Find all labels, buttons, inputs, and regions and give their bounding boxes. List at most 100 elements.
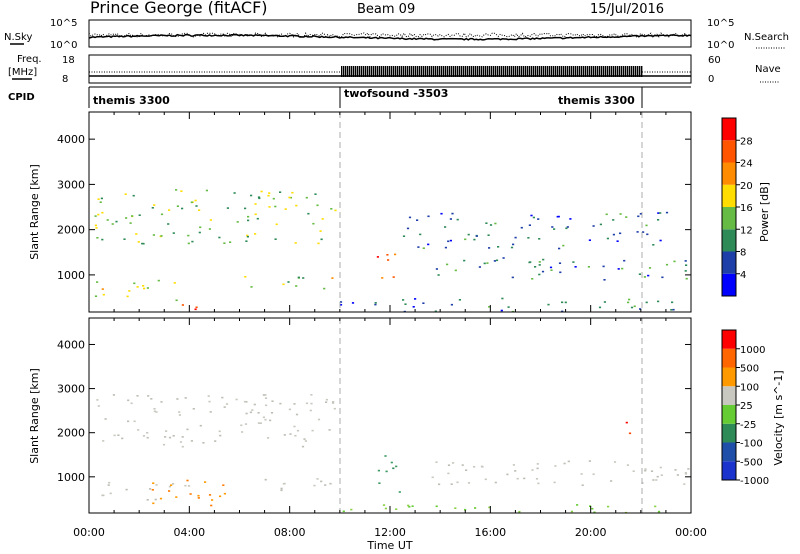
heatmap-cell bbox=[390, 461, 393, 464]
heatmap-cell bbox=[638, 273, 641, 275]
heatmap-cell bbox=[209, 219, 212, 221]
heatmap-cell bbox=[588, 239, 591, 241]
heatmap-cell bbox=[523, 477, 526, 480]
heatmap-cell bbox=[319, 230, 322, 232]
nave-bar bbox=[587, 66, 589, 77]
heatmap-cell bbox=[384, 455, 387, 457]
heatmap-cell bbox=[339, 301, 343, 303]
heatmap-cell bbox=[152, 482, 155, 484]
nave-bar bbox=[377, 66, 379, 77]
heatmap-cell bbox=[280, 487, 283, 490]
heatmap-cell bbox=[136, 286, 139, 288]
heatmap-cell bbox=[142, 435, 146, 437]
heatmap-cell bbox=[274, 238, 277, 240]
heatmap-cell bbox=[628, 432, 632, 435]
nave-bar bbox=[447, 66, 449, 77]
nave-bar bbox=[419, 66, 421, 77]
nave-bar bbox=[595, 66, 597, 77]
heatmap-cell bbox=[512, 243, 515, 246]
nave-bar bbox=[343, 66, 345, 77]
nave-bar bbox=[405, 66, 407, 77]
heatmap-cell bbox=[599, 223, 602, 226]
heatmap-cell bbox=[657, 300, 660, 303]
heatmap-cell bbox=[113, 434, 116, 437]
heatmap-cell bbox=[553, 228, 556, 230]
colorbar-tick-label: 500 bbox=[740, 364, 759, 375]
heatmap-cell bbox=[146, 436, 149, 439]
heatmap-cell bbox=[279, 402, 282, 405]
colorbar-swatch bbox=[722, 207, 736, 230]
colorbar-swatch bbox=[722, 330, 736, 349]
heatmap-cell bbox=[291, 191, 294, 194]
heatmap-cell bbox=[218, 236, 221, 239]
heatmap-cell bbox=[549, 266, 553, 269]
heatmap-cell bbox=[385, 470, 388, 473]
heatmap-cell bbox=[402, 235, 406, 237]
heatmap-cell bbox=[303, 438, 306, 440]
heatmap-cell bbox=[684, 270, 687, 272]
heatmap-cell bbox=[272, 197, 275, 200]
heatmap-cell bbox=[198, 231, 201, 234]
heatmap-cell bbox=[556, 215, 559, 218]
heatmap-cell bbox=[603, 301, 606, 303]
heatmap-cell bbox=[619, 213, 622, 215]
y-tick-label: 2000 bbox=[57, 224, 85, 237]
heatmap-cell bbox=[176, 205, 179, 207]
nave-bar bbox=[383, 66, 385, 77]
heatmap-cell bbox=[147, 395, 150, 397]
heatmap-cell bbox=[168, 209, 171, 211]
heatmap-cell bbox=[461, 464, 464, 466]
heatmap-cell bbox=[536, 463, 539, 465]
heatmap-cell bbox=[475, 235, 478, 237]
nave-bar bbox=[525, 66, 527, 77]
heatmap-cell bbox=[165, 430, 168, 432]
heatmap-cell bbox=[563, 462, 566, 465]
nave-bar bbox=[565, 66, 567, 77]
heatmap-cell bbox=[324, 484, 327, 486]
nave-bar bbox=[433, 66, 435, 77]
nave-bar bbox=[561, 66, 563, 77]
nave-bar bbox=[559, 66, 561, 77]
nave-bar bbox=[437, 66, 439, 77]
nave-bar bbox=[579, 66, 581, 77]
heatmap-cell bbox=[320, 238, 323, 241]
heatmap-cell bbox=[225, 403, 229, 405]
nave-bar bbox=[605, 66, 607, 77]
heatmap-cell bbox=[250, 194, 253, 197]
nave-bar bbox=[453, 66, 455, 77]
heatmap-cell bbox=[269, 419, 272, 422]
nave-bar bbox=[417, 66, 419, 77]
nave-bar bbox=[547, 66, 549, 77]
heatmap-cell bbox=[209, 411, 212, 413]
heatmap-cell bbox=[502, 257, 505, 259]
heatmap-cell bbox=[497, 246, 500, 248]
nave-bar bbox=[361, 66, 363, 77]
heatmap-cell bbox=[483, 262, 486, 265]
heatmap-cell bbox=[488, 247, 491, 249]
heatmap-cell bbox=[660, 474, 663, 476]
heatmap-cell bbox=[572, 261, 575, 263]
heatmap-cell bbox=[270, 412, 274, 414]
nave-bar bbox=[397, 66, 399, 77]
heatmap-cell bbox=[659, 239, 662, 242]
heatmap-cell bbox=[274, 205, 277, 208]
colorbar-swatch bbox=[722, 162, 736, 185]
colorbar-swatch bbox=[722, 423, 736, 443]
heatmap-cell bbox=[661, 276, 664, 279]
velocity-colorbar: 1000 500 100 25 -25 -100 -500 -1000 bbox=[721, 329, 769, 487]
power-colorbar-label: Power [dB] bbox=[758, 182, 771, 242]
heatmap-cell bbox=[108, 481, 111, 484]
heatmap-cell bbox=[208, 400, 211, 403]
heatmap-cell bbox=[422, 247, 425, 249]
heatmap-cell bbox=[381, 277, 384, 279]
heatmap-cell bbox=[289, 433, 292, 435]
heatmap-cell bbox=[275, 223, 278, 226]
heatmap-cell bbox=[168, 490, 171, 492]
nave-bar bbox=[431, 66, 433, 77]
heatmap-cell bbox=[514, 470, 517, 472]
heatmap-cell bbox=[593, 511, 596, 514]
heatmap-cell bbox=[488, 506, 491, 509]
heatmap-cell bbox=[295, 285, 298, 287]
heatmap-cell bbox=[676, 474, 679, 476]
heatmap-cell bbox=[613, 461, 617, 463]
